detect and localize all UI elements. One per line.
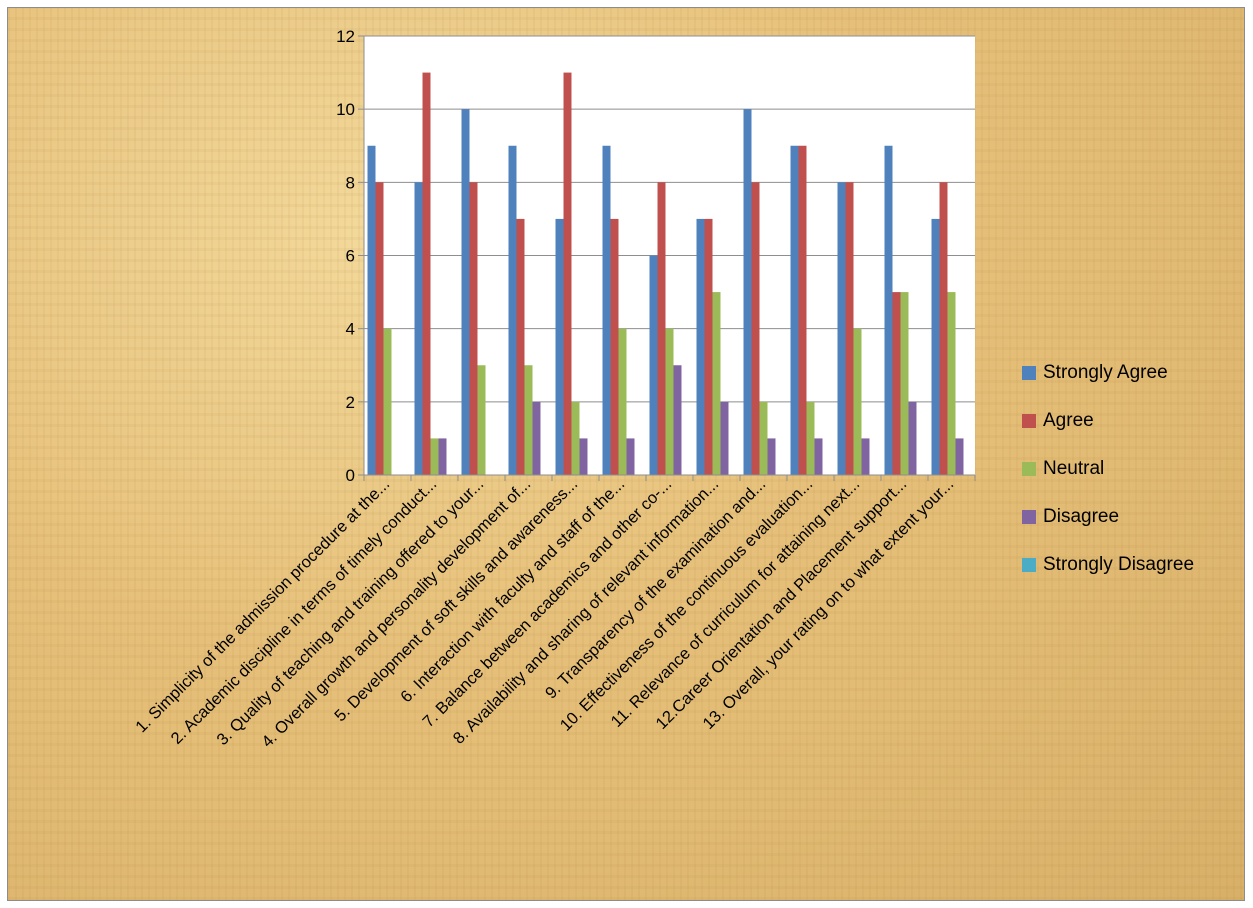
bar: Strongly Agree: 8: [837, 182, 846, 476]
legend-item: Neutral: [1022, 445, 1194, 493]
bar: Disagree: 2: [532, 401, 541, 475]
bar: Neutral: 4: [853, 328, 862, 475]
bar: Agree: 7: [516, 218, 525, 475]
bar: Disagree: 2: [720, 401, 729, 475]
y-tick-label: 8: [346, 173, 355, 192]
chart-area: Strongly Agree: 9 Strongly Agree: 8 Strong…: [7, 7, 1245, 901]
bar: Agree: 8: [375, 182, 384, 476]
bar: Strongly Agree: 7: [555, 218, 564, 475]
y-tick-label: 12: [336, 27, 355, 46]
bar: Agree: 11: [563, 72, 572, 475]
bar-chart: Strongly Agree: 9 Strongly Agree: 8 Strong…: [132, 27, 976, 751]
bars: Strongly Agree: 9 Strongly Agree: 8 Strong…: [367, 72, 964, 476]
bar: Neutral: 5: [947, 292, 956, 475]
legend: Strongly Agree Agree Neutral Disagree Strong…: [1022, 349, 1194, 589]
legend-swatch: [1022, 558, 1036, 572]
bar: Agree: 5: [892, 292, 901, 475]
bar: Agree: 8: [469, 182, 478, 476]
bar: Neutral: 3: [477, 365, 486, 475]
bar: Disagree: 1: [626, 438, 635, 475]
bar: Neutral: 5: [712, 292, 721, 475]
bar: Neutral: 4: [618, 328, 627, 475]
bar: Disagree: 1: [579, 438, 588, 475]
y-tick-labels: 0 2 4 6 8 10 12: [336, 27, 355, 485]
bar: Strongly Agree: 8: [414, 182, 423, 476]
legend-swatch: [1022, 414, 1036, 428]
bar: Strongly Agree: 9: [790, 145, 799, 475]
bar: Neutral: 4: [665, 328, 674, 475]
bar: Agree: 8: [751, 182, 760, 476]
legend-label: Disagree: [1043, 506, 1120, 527]
y-tick-label: 4: [346, 320, 355, 339]
bar: Neutral: 1: [430, 438, 439, 475]
bar: Agree: 11: [422, 72, 431, 475]
bar: Neutral: 3: [524, 365, 533, 475]
bar: Disagree: 1: [767, 438, 776, 475]
bar: Disagree: 2: [908, 401, 917, 475]
y-tick-label: 6: [346, 247, 355, 266]
bar: Agree: 8: [845, 182, 854, 476]
bar: Neutral: 2: [571, 401, 580, 475]
axes: [358, 35, 976, 481]
bar: Strongly Agree: 7: [931, 218, 940, 475]
bar: Neutral: 5: [900, 292, 909, 475]
bar: Strongly Agree: 6: [649, 255, 658, 475]
bar: Strongly Agree: 10: [461, 109, 470, 476]
bar: Neutral: 4: [383, 328, 392, 475]
bar: Agree: 7: [610, 218, 619, 475]
y-tick-label: 10: [336, 100, 355, 119]
bar: Neutral: 2: [759, 401, 768, 475]
y-tick-label: 0: [346, 466, 355, 485]
legend-item: Strongly Disagree: [1022, 541, 1194, 589]
legend-item: Agree: [1022, 397, 1194, 445]
bar: Agree: 8: [939, 182, 948, 476]
bar: Strongly Agree: 7: [696, 218, 705, 475]
bar: Strongly Agree: 9: [602, 145, 611, 475]
legend-swatch: [1022, 366, 1036, 380]
bar: Disagree: 1: [438, 438, 447, 475]
y-tick-label: 2: [346, 393, 355, 412]
legend-item: Disagree: [1022, 493, 1194, 541]
legend-label: Agree: [1043, 410, 1094, 431]
legend-label: Neutral: [1043, 458, 1105, 479]
bar: Agree: 8: [657, 182, 666, 476]
x-category-labels: 1. Simplicity of the admission procedure…: [132, 475, 957, 751]
x-category-label: 9. Transparency of the examination and..…: [542, 475, 769, 702]
legend-swatch: [1022, 510, 1036, 524]
legend-label: Strongly Disagree: [1043, 554, 1195, 575]
bar: Strongly Agree: 9: [367, 145, 376, 475]
bar: Disagree: 1: [861, 438, 870, 475]
bar: Agree: 9: [798, 145, 807, 475]
bar: Strongly Agree: 10: [743, 109, 752, 476]
legend-item: Strongly Agree: [1022, 349, 1194, 397]
bar: Strongly Agree: 9: [884, 145, 893, 475]
bar: Disagree: 1: [955, 438, 964, 475]
bar: Disagree: 1: [814, 438, 823, 475]
bar: Strongly Agree: 9: [508, 145, 517, 475]
legend-label: Strongly Agree: [1043, 362, 1168, 383]
bar: Disagree: 3: [673, 365, 682, 475]
bar: Agree: 7: [704, 218, 713, 475]
legend-swatch: [1022, 462, 1036, 476]
bar: Neutral: 2: [806, 401, 815, 475]
